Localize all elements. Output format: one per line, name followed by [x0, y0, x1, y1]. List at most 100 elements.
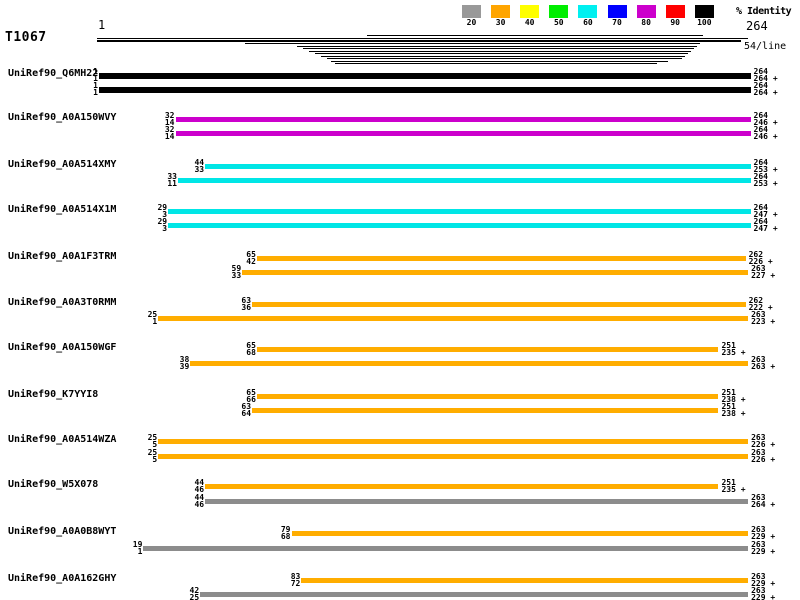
alignment-bar	[242, 270, 749, 275]
row-label: UniRef90_A0A1F3TRM	[8, 251, 117, 262]
bar-start-positions: 1 1	[93, 81, 98, 97]
row-label: UniRef90_A0A150WGF	[8, 342, 117, 353]
alignment-bar	[256, 256, 746, 261]
bar-end-positions: 263 264 +	[751, 493, 776, 509]
row-label: UniRef90_A0A514WZA	[8, 434, 117, 445]
bar-start-positions: 65 42	[246, 250, 256, 266]
coverage-line	[335, 63, 657, 64]
bar-end-positions: 264 253 +	[753, 172, 778, 188]
row-label: UniRef90_A0A514XMY	[8, 159, 117, 170]
ruler-line	[97, 40, 741, 42]
coverage-line	[367, 35, 703, 36]
legend-swatch-70	[607, 5, 627, 18]
alignment-bar	[190, 361, 749, 366]
alignment-bar	[252, 302, 746, 307]
alignment-bar	[205, 484, 719, 489]
bar-start-positions: 25 5	[147, 433, 158, 449]
bar-start-positions: 29 3	[157, 217, 168, 233]
alignment-bar	[256, 394, 719, 399]
coverage-line	[321, 55, 685, 57]
bar-start-positions: 38 39	[179, 355, 190, 371]
legend-value-label: 60	[583, 18, 593, 27]
ruler-line	[97, 37, 748, 39]
row-label: UniRef90_A0A150WVY	[8, 112, 117, 123]
alignment-bar	[168, 223, 751, 228]
bar-start-positions: 32 14	[164, 111, 175, 127]
bar-start-positions: 44 46	[194, 478, 205, 494]
bar-end-positions: 263 229 +	[751, 540, 776, 556]
bar-start-positions: 63 64	[241, 402, 252, 418]
bar-start-positions: 65 66	[246, 388, 256, 404]
legend-value-label: 100	[697, 18, 712, 27]
bar-start-positions: 63 36	[241, 296, 252, 312]
legend-value-label: 50	[553, 18, 564, 27]
legend-swatch-60	[578, 5, 598, 18]
bar-start-positions: 29 3	[157, 203, 168, 219]
bar-end-positions: 262 222 +	[748, 296, 773, 312]
bar-end-positions: 264 264 +	[753, 67, 778, 83]
alignment-bar	[205, 499, 749, 504]
legend-value-label: 30	[495, 18, 506, 27]
legend-value-label: 40	[524, 18, 535, 27]
alignment-bar	[175, 131, 751, 136]
legend-swatch-90	[665, 5, 685, 18]
bar-end-positions: 264 247 +	[753, 217, 778, 233]
alignment-bar	[256, 347, 719, 352]
bar-start-positions: 59 33	[231, 264, 242, 280]
bar-end-positions: 251 238 +	[721, 388, 746, 404]
coverage-line	[327, 58, 682, 59]
row-label: UniRef90_K7YYI8	[8, 389, 99, 400]
bar-start-positions: 25 5	[147, 448, 158, 464]
alignment-bar	[99, 73, 751, 79]
bar-end-positions: 264 247 +	[753, 203, 778, 219]
row-label: UniRef90_A0A162GHY	[8, 573, 117, 584]
bar-start-positions: 79 68	[280, 525, 291, 541]
wrap-label: 54/line	[744, 41, 787, 52]
ruler-start-label: 1	[98, 18, 106, 32]
alignment-bar	[168, 209, 751, 214]
bar-end-positions: 264 246 +	[753, 125, 778, 141]
legend-value-label: 20	[466, 18, 477, 27]
row-label: UniRef90_A0A514X1M	[8, 204, 117, 215]
ruler-end-label: 264	[746, 19, 768, 33]
bar-start-positions: 65 68	[246, 341, 256, 357]
legend-title: % Identity	[736, 6, 792, 17]
alignment-bar	[301, 578, 749, 583]
row-label: UniRef90_A0A0B8WYT	[8, 526, 117, 537]
alignment-bar	[252, 408, 719, 413]
legend-swatch-40	[520, 5, 540, 18]
bar-start-positions: 32 14	[164, 125, 175, 141]
bar-end-positions: 263 226 +	[751, 448, 776, 464]
bar-start-positions: 33 11	[167, 172, 177, 188]
legend-value-label: 70	[612, 18, 622, 27]
bar-end-positions: 251 235 +	[721, 478, 746, 494]
row-label: UniRef90_Q6MH22	[8, 68, 99, 79]
bar-end-positions: 263 229 +	[751, 586, 776, 600]
bar-end-positions: 264 253 +	[753, 158, 778, 174]
coverage-line	[297, 45, 697, 47]
row-label: UniRef90_A0A3T0RMM	[8, 297, 117, 308]
bar-end-positions: 263 229 +	[751, 525, 776, 541]
bar-end-positions: 263 223 +	[751, 310, 776, 326]
alignment-bar	[143, 546, 749, 551]
coverage-line	[331, 60, 668, 62]
coverage-line	[309, 50, 691, 52]
coverage-line	[245, 43, 700, 44]
bar-start-positions: 1 1	[93, 67, 98, 83]
bar-end-positions: 251 238 +	[721, 402, 746, 418]
legend-swatch-20	[462, 5, 481, 18]
legend-value-label: 90	[670, 18, 680, 27]
bar-end-positions: 264 246 +	[753, 111, 778, 127]
bar-start-positions: 42 25	[189, 586, 200, 600]
alignment-bar	[175, 117, 751, 122]
bar-end-positions: 262 226 +	[748, 250, 773, 266]
bar-end-positions: 251 235 +	[721, 341, 746, 357]
coverage-line	[315, 53, 688, 54]
alignment-bar	[200, 592, 749, 597]
alignment-bar	[291, 531, 749, 536]
legend-swatch-100	[694, 5, 714, 18]
bar-start-positions: 44 46	[194, 493, 205, 509]
alignment-bar	[177, 178, 751, 183]
bar-start-positions: 44 33	[194, 158, 205, 174]
alignment-bar	[158, 439, 749, 444]
